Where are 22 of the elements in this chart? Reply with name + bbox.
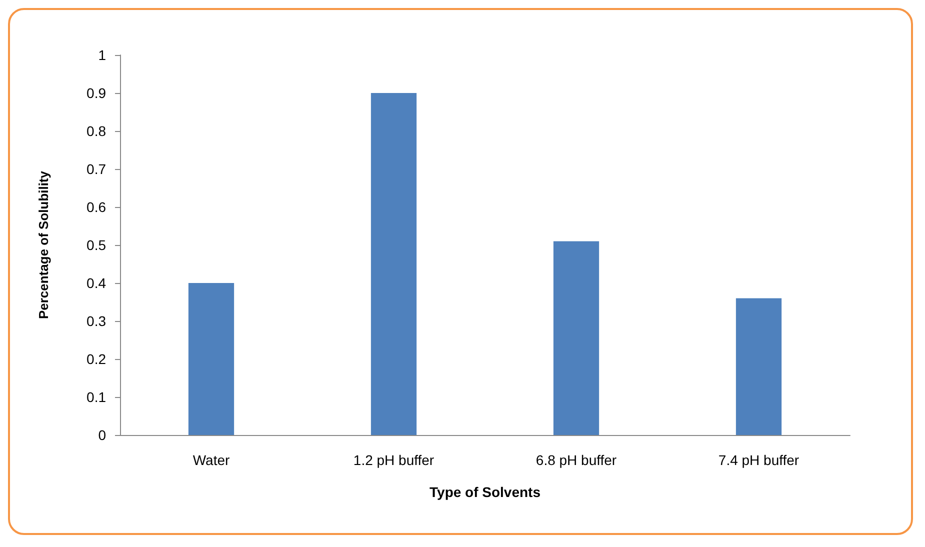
bar — [736, 298, 782, 435]
y-axis-title: Percentage of Solubility — [36, 170, 51, 320]
y-tick-label: 0.8 — [86, 123, 106, 139]
y-tick-label: 0.4 — [86, 275, 106, 291]
y-tick-label: 0.6 — [86, 199, 106, 215]
x-tick-label: 1.2 pH buffer — [353, 452, 434, 468]
bar — [370, 93, 417, 435]
bar — [553, 241, 600, 435]
rounded-frame: Percentage of Solubility Type of Solvents 0 0.1 0.2 0.3 0.4 0.5 0.6 0.7 0.8 0.9 1 Water 1.2 pH buffer 6.8 pH buffer 7.4 pH buffer — [8, 8, 913, 535]
y-tick-label: 0.9 — [86, 85, 106, 101]
x-tick-label: 6.8 pH buffer — [536, 452, 617, 468]
y-tick-label: 0.5 — [86, 237, 106, 253]
y-tick-label: 0.1 — [86, 389, 106, 405]
x-tick-label: 7.4 pH buffer — [718, 452, 800, 468]
y-tick-label: 0.2 — [86, 351, 106, 367]
y-tick-label: 0.7 — [86, 161, 106, 177]
bar — [188, 283, 234, 435]
y-tick-label: 0 — [98, 427, 106, 443]
y-tick-label: 1 — [98, 47, 106, 63]
x-tick-label: Water — [192, 452, 230, 468]
x-axis-title: Type of Solvents — [430, 484, 541, 500]
y-tick-label: 0.3 — [86, 313, 106, 329]
